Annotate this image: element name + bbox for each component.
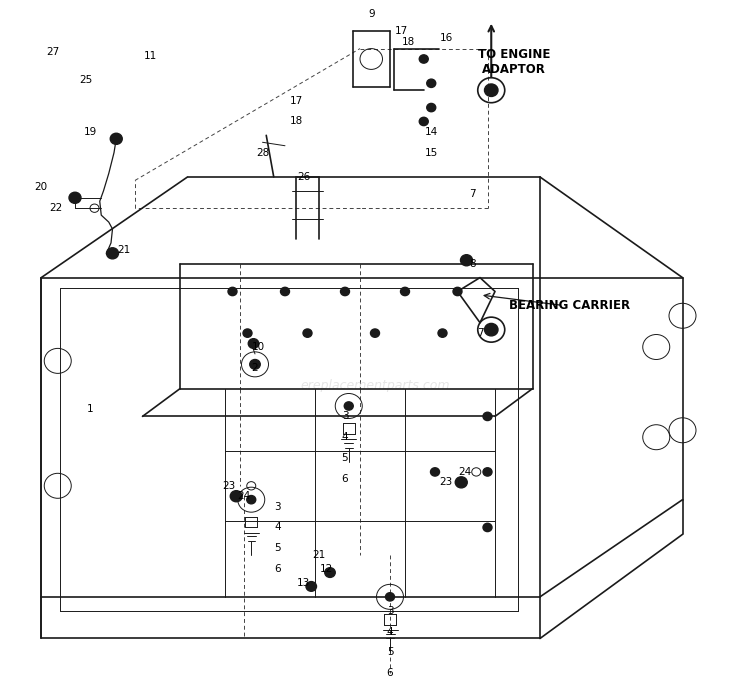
Text: 23: 23 [440,477,453,487]
Text: 24: 24 [458,467,472,477]
Text: 7: 7 [477,328,483,338]
Text: 23: 23 [222,481,236,491]
Circle shape [306,582,316,591]
Circle shape [344,402,353,410]
Circle shape [400,287,410,296]
Text: 8: 8 [470,259,476,269]
Text: 5: 5 [274,543,280,553]
Text: 16: 16 [440,33,453,43]
Text: 22: 22 [50,203,63,213]
Text: TO ENGINE
ADAPTOR: TO ENGINE ADAPTOR [478,49,550,76]
Text: 3: 3 [274,502,280,511]
Text: ereplacementparts.com: ereplacementparts.com [300,379,450,391]
Text: 7: 7 [470,189,476,199]
Text: 10: 10 [252,342,266,352]
Text: 9: 9 [368,9,374,19]
Circle shape [280,287,290,296]
Text: 28: 28 [256,148,269,158]
Text: 3: 3 [387,606,393,616]
Text: 4: 4 [387,627,393,636]
Circle shape [106,248,118,259]
Text: BEARING CARRIER: BEARING CARRIER [509,299,631,312]
Circle shape [248,339,259,348]
Text: 2: 2 [252,363,258,373]
Text: 25: 25 [80,75,93,85]
Text: 17: 17 [394,26,408,36]
Text: 21: 21 [312,550,326,560]
Text: 11: 11 [143,51,157,60]
Circle shape [460,255,472,266]
Circle shape [438,329,447,337]
Circle shape [370,329,380,337]
Circle shape [247,496,256,504]
Circle shape [455,477,467,488]
Circle shape [340,287,350,296]
Text: 6: 6 [274,564,280,574]
Circle shape [230,491,242,502]
Text: 6: 6 [342,474,348,484]
Circle shape [325,568,335,577]
Circle shape [303,329,312,337]
Circle shape [419,117,428,126]
Circle shape [483,412,492,421]
Circle shape [250,359,260,369]
Circle shape [430,468,439,476]
Text: 1: 1 [87,405,93,414]
Text: 20: 20 [34,183,48,192]
Text: 6: 6 [387,668,393,678]
Circle shape [419,55,428,63]
Circle shape [427,79,436,87]
Text: 14: 14 [424,127,438,137]
Text: 19: 19 [83,127,97,137]
Text: 18: 18 [290,117,303,126]
Text: 5: 5 [342,453,348,463]
Circle shape [484,323,498,336]
Text: 3: 3 [342,412,348,421]
Circle shape [69,192,81,203]
Text: 21: 21 [117,245,130,255]
Text: 12: 12 [320,564,333,574]
Text: 27: 27 [46,47,59,57]
Circle shape [483,523,492,532]
Circle shape [386,593,394,601]
Circle shape [453,287,462,296]
Text: 15: 15 [424,148,438,158]
Circle shape [110,133,122,144]
Text: 13: 13 [297,578,310,588]
Text: 26: 26 [297,172,310,182]
Circle shape [427,103,436,112]
Text: 24: 24 [237,491,250,501]
Circle shape [243,329,252,337]
Text: 4: 4 [342,432,348,442]
Circle shape [483,468,492,476]
Circle shape [228,287,237,296]
Text: 17: 17 [290,96,303,105]
Text: 18: 18 [402,37,416,46]
Text: 4: 4 [274,523,280,532]
Circle shape [484,84,498,96]
Text: 5: 5 [387,648,393,657]
